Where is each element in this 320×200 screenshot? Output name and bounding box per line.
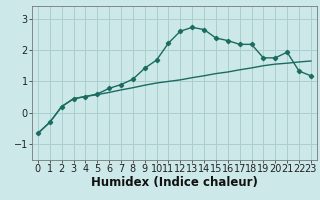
X-axis label: Humidex (Indice chaleur): Humidex (Indice chaleur) — [91, 176, 258, 189]
